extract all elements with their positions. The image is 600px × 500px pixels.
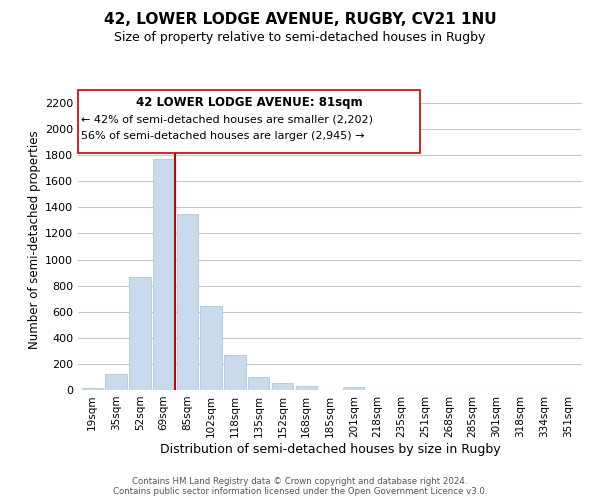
Text: Size of property relative to semi-detached houses in Rugby: Size of property relative to semi-detach… xyxy=(115,31,485,44)
Bar xyxy=(106,374,127,390)
Bar xyxy=(296,386,317,390)
Bar xyxy=(343,386,364,390)
Bar xyxy=(82,388,103,390)
Bar xyxy=(176,214,198,390)
Text: 56% of semi-detached houses are larger (2,945) →: 56% of semi-detached houses are larger (… xyxy=(81,131,365,141)
Bar xyxy=(129,276,151,390)
Bar xyxy=(272,384,293,390)
Bar xyxy=(248,377,269,390)
Text: Contains HM Land Registry data © Crown copyright and database right 2024.: Contains HM Land Registry data © Crown c… xyxy=(132,477,468,486)
Text: ← 42% of semi-detached houses are smaller (2,202): ← 42% of semi-detached houses are smalle… xyxy=(81,114,373,124)
Bar xyxy=(224,355,245,390)
Text: 42 LOWER LODGE AVENUE: 81sqm: 42 LOWER LODGE AVENUE: 81sqm xyxy=(136,96,362,109)
X-axis label: Distribution of semi-detached houses by size in Rugby: Distribution of semi-detached houses by … xyxy=(160,442,500,456)
Bar xyxy=(200,306,222,390)
Text: 42, LOWER LODGE AVENUE, RUGBY, CV21 1NU: 42, LOWER LODGE AVENUE, RUGBY, CV21 1NU xyxy=(104,12,496,28)
Y-axis label: Number of semi-detached properties: Number of semi-detached properties xyxy=(28,130,41,350)
Bar xyxy=(153,159,174,390)
Text: Contains public sector information licensed under the Open Government Licence v3: Contains public sector information licen… xyxy=(113,487,487,496)
